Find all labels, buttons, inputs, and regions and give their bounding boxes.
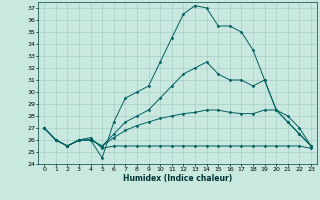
- X-axis label: Humidex (Indice chaleur): Humidex (Indice chaleur): [123, 174, 232, 183]
